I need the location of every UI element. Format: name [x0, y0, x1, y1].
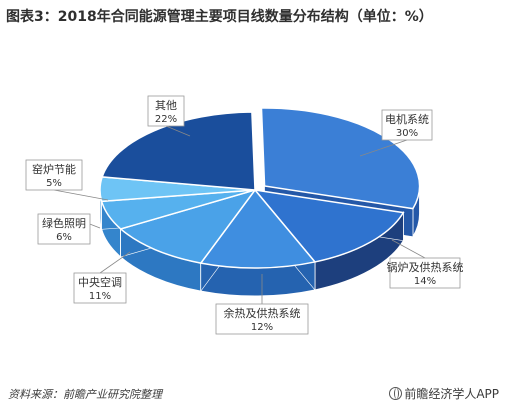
brand-text: 前瞻经济学人APP — [404, 387, 499, 401]
callout-box — [389, 257, 461, 289]
pie-tops — [99, 107, 421, 269]
pie-chart: 电机系统 30% 锅炉及供热系统 14% 余热及供热系统 12% 中央空调 11% 绿色照明 6%… — [25, 95, 464, 335]
pie-slice-2 — [253, 188, 405, 263]
pie-slice-7 — [101, 111, 256, 191]
leader-line — [99, 251, 131, 274]
leader-line — [391, 239, 426, 259]
callout-box — [381, 109, 433, 141]
slice-value-label: 11% — [89, 291, 111, 302]
chart-title: 图表3：2018年合同能源管理主要项目线数量分布结构（单位：%） — [6, 9, 433, 25]
leader-line — [165, 125, 191, 137]
slice-label: 余热及供热系统 — [224, 306, 301, 320]
slice-value-label: 22% — [155, 114, 177, 125]
pie-slice-3 — [199, 188, 317, 269]
slice-value-label: 6% — [56, 232, 72, 243]
pie-slice-4 — [119, 188, 257, 264]
slice-label: 锅炉及供热系统 — [387, 260, 464, 274]
pie-callouts: 电机系统 30% 锅炉及供热系统 14% 余热及供热系统 12% 中央空调 11% 绿色照明 6%… — [25, 95, 464, 335]
callout-box — [25, 159, 83, 191]
slice-value-label: 14% — [414, 276, 436, 287]
source-note: 资料来源：前瞻产业研究院整理 — [8, 388, 162, 401]
slice-label: 电机系统 — [385, 112, 429, 126]
callout-box — [147, 95, 185, 127]
leader-line — [53, 189, 109, 201]
callout-box — [37, 213, 91, 245]
brand-mark: 前瞻经济学人APP — [389, 385, 499, 402]
slice-label: 绿色照明 — [42, 216, 86, 230]
slice-label: 中央空调 — [78, 275, 122, 289]
callout-box — [215, 303, 309, 335]
slice-label: 窑炉节能 — [32, 162, 76, 176]
globe-icon — [389, 387, 403, 400]
slice-value-label: 30% — [396, 128, 418, 139]
slice-value-label: 5% — [46, 178, 62, 189]
slice-value-label: 12% — [251, 322, 273, 333]
callout-box — [73, 272, 127, 304]
leader-line — [359, 139, 408, 157]
slice-label: 其他 — [155, 99, 177, 112]
